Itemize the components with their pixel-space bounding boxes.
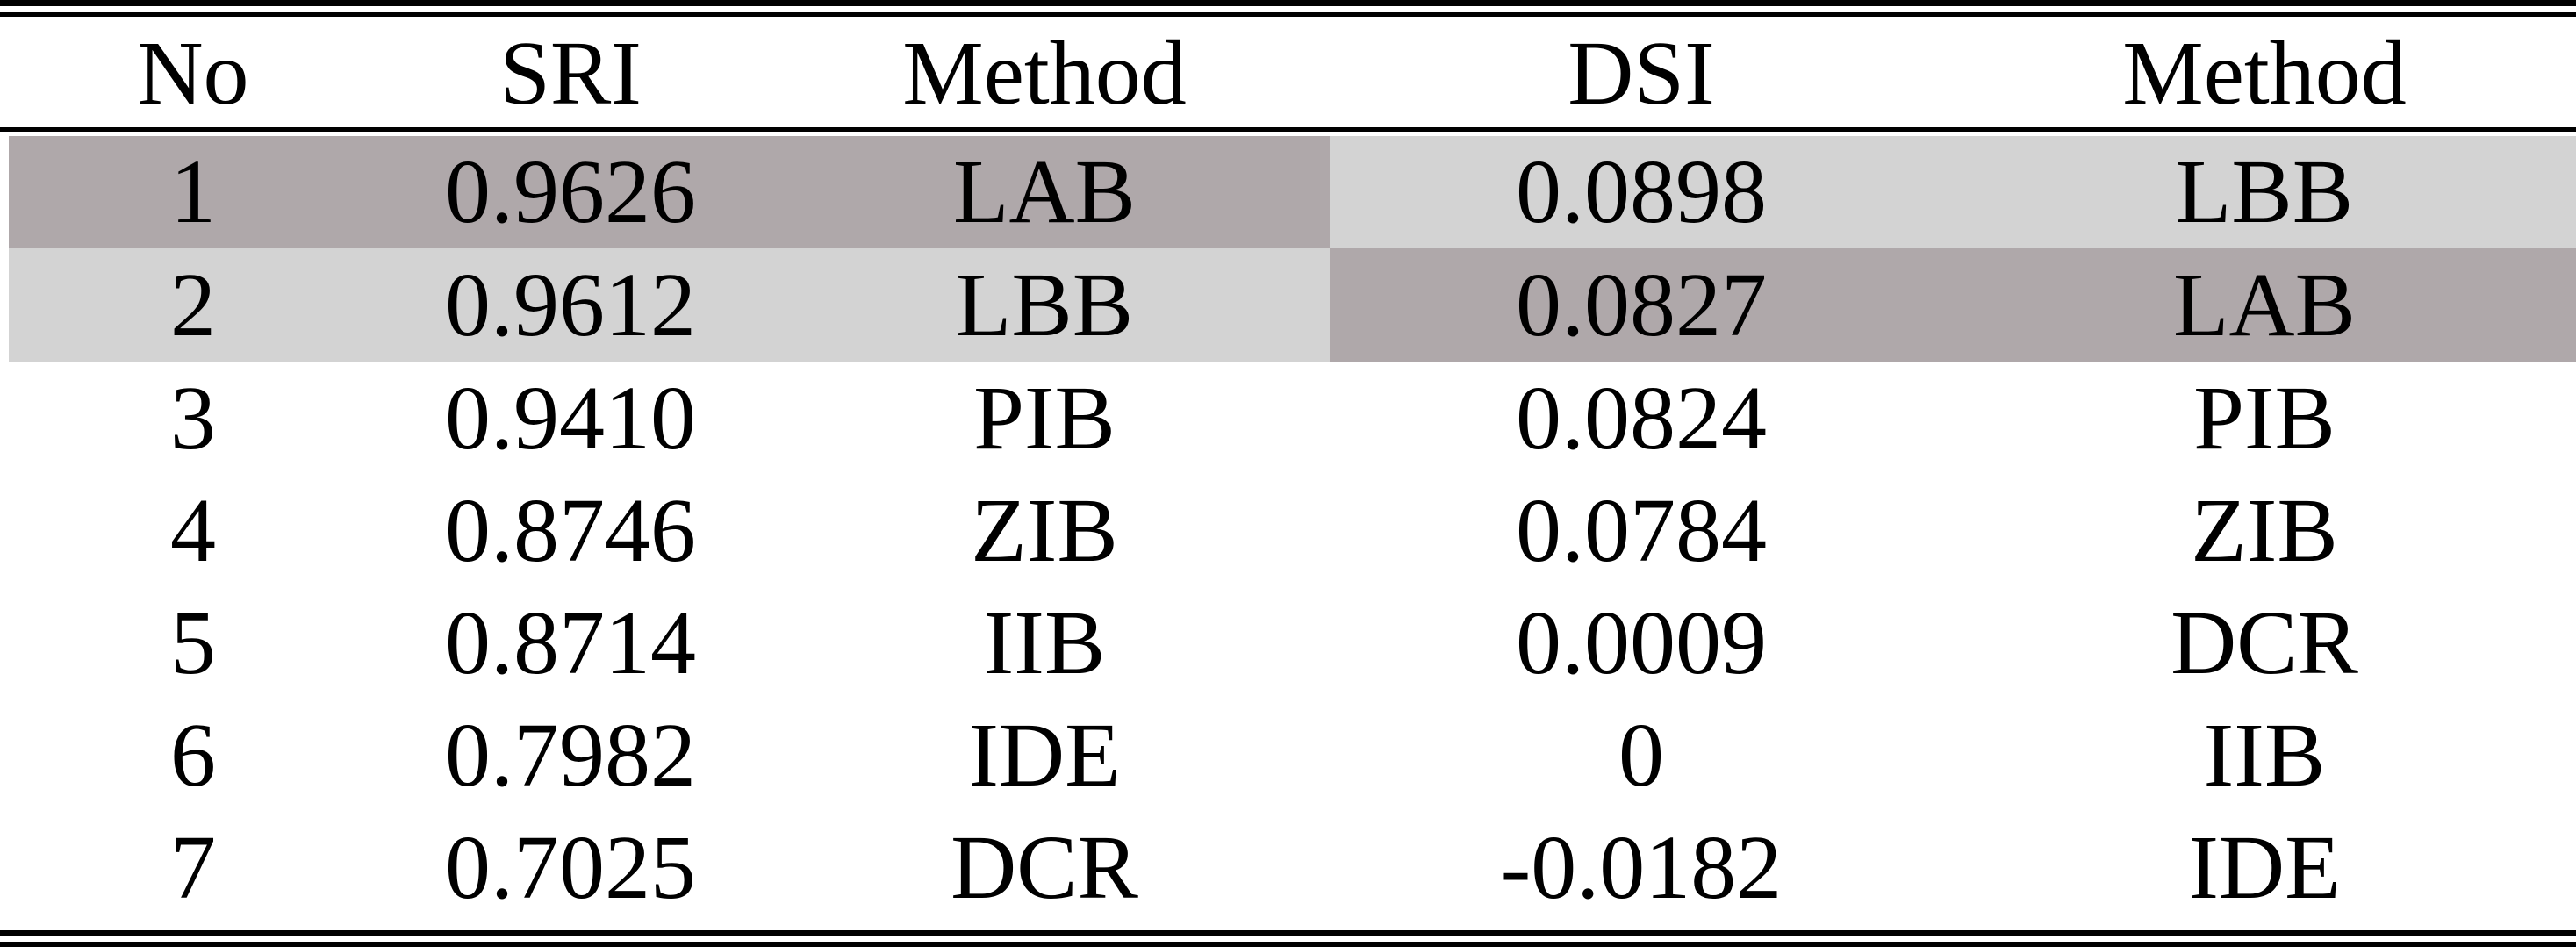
highlight-row2-sri xyxy=(9,248,1330,362)
cell-dsi: 0.0009 xyxy=(1516,592,1767,693)
table-row: 5 0.8714 IIB 0.0009 DCR xyxy=(0,587,2576,699)
table-bottom-rule-inner xyxy=(0,930,2576,936)
header-no: No xyxy=(137,22,249,124)
cell-sri: 0.7982 xyxy=(445,705,696,806)
table-bottom-rule xyxy=(0,942,2576,947)
cell-method-sri: LAB xyxy=(953,141,1136,242)
cell-no: 2 xyxy=(170,255,216,355)
cell-method-dsi: DCR xyxy=(2171,592,2358,693)
header-method-sri: Method xyxy=(902,22,1187,124)
cell-method-sri: IDE xyxy=(968,705,1121,806)
header-method-dsi: Method xyxy=(2122,22,2407,124)
cell-method-dsi: LBB xyxy=(2175,141,2354,242)
cell-no: 6 xyxy=(170,705,216,806)
cell-method-dsi: LAB xyxy=(2173,255,2356,355)
cell-dsi: -0.0182 xyxy=(1500,817,1783,918)
table-row: 7 0.7025 DCR -0.0182 IDE xyxy=(0,812,2576,924)
cell-no: 1 xyxy=(170,141,216,242)
highlight-row1-sri xyxy=(9,136,1330,248)
table-header-rule xyxy=(0,127,2576,132)
cell-method-sri: IIB xyxy=(983,592,1106,693)
cell-method-sri: ZIB xyxy=(971,480,1118,581)
cell-method-sri: DCR xyxy=(951,817,1138,918)
cell-dsi: 0 xyxy=(1618,705,1664,806)
table-top-rule-inner xyxy=(0,12,2576,17)
cell-dsi: 0.0898 xyxy=(1516,141,1767,242)
cell-dsi: 0.0784 xyxy=(1516,480,1767,581)
header-sri: SRI xyxy=(499,22,642,124)
cell-sri: 0.8746 xyxy=(445,480,696,581)
table-row: 1 0.9626 LAB 0.0898 LBB xyxy=(0,136,2576,248)
cell-sri: 0.9626 xyxy=(445,141,696,242)
highlight-row2-dsi xyxy=(1330,248,2576,362)
cell-no: 7 xyxy=(170,817,216,918)
cell-dsi: 0.0824 xyxy=(1516,368,1767,469)
cell-sri: 0.7025 xyxy=(445,817,696,918)
table-row: 2 0.9612 LBB 0.0827 LAB xyxy=(0,248,2576,362)
cell-sri: 0.9612 xyxy=(445,255,696,355)
table-row: 3 0.9410 PIB 0.0824 PIB xyxy=(0,362,2576,475)
cell-method-dsi: IDE xyxy=(2188,817,2341,918)
table-top-rule xyxy=(0,0,2576,6)
cell-sri: 0.8714 xyxy=(445,592,696,693)
table-row: 4 0.8746 ZIB 0.0784 ZIB xyxy=(0,475,2576,587)
cell-no: 3 xyxy=(170,368,216,469)
table-header-row: No SRI Method DSI Method xyxy=(0,19,2576,127)
cell-method-sri: PIB xyxy=(973,368,1116,469)
cell-method-dsi: ZIB xyxy=(2191,480,2338,581)
cell-method-sri: LBB xyxy=(955,255,1134,355)
highlight-row1-dsi xyxy=(1330,136,2576,248)
cell-no: 4 xyxy=(170,480,216,581)
cell-no: 5 xyxy=(170,592,216,693)
cell-dsi: 0.0827 xyxy=(1516,255,1767,355)
cell-method-dsi: IIB xyxy=(2203,705,2326,806)
table-row: 6 0.7982 IDE 0 IIB xyxy=(0,699,2576,812)
cell-sri: 0.9410 xyxy=(445,368,696,469)
header-dsi: DSI xyxy=(1568,22,1715,124)
cell-method-dsi: PIB xyxy=(2193,368,2336,469)
